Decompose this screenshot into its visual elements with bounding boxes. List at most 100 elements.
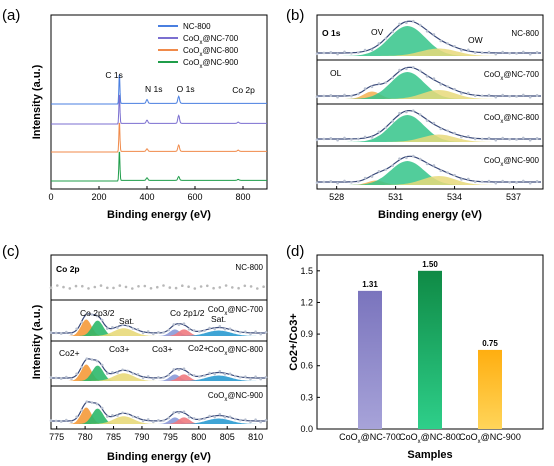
data-point (199, 285, 203, 288)
fit-component (51, 365, 267, 381)
data-point (522, 136, 525, 140)
data-point (254, 418, 257, 422)
panel-b: (b) NC-800 CoOx@NC-700 CoOx@NC-800 CoOx@NC-… (286, 7, 544, 221)
data-point (208, 414, 211, 418)
data-point (192, 329, 196, 332)
x-tick-label: 805 (220, 432, 235, 442)
data-point (121, 368, 124, 372)
data-point (487, 93, 491, 97)
data-point (528, 138, 532, 142)
data-point (460, 178, 463, 181)
panel-a-peak-labels: C 1s N 1s O 1s Co 2p (105, 70, 255, 95)
data-point (228, 327, 232, 331)
data-point (432, 121, 436, 125)
panel-d-y-ticks: 0.0 0.3 0.6 0.9 1.2 1.5 (300, 266, 320, 434)
data-point (90, 401, 94, 404)
data-point (90, 313, 94, 316)
data-point (143, 284, 147, 288)
data-point (487, 136, 491, 140)
x-tick-label: 775 (49, 432, 64, 442)
data-point (425, 75, 429, 78)
data-point (494, 181, 498, 185)
data-point (49, 331, 53, 334)
data-point (54, 419, 58, 423)
panel-c-ann-2p12: Co 2p1/2 (170, 308, 205, 318)
data-point (182, 322, 186, 326)
data-point (432, 164, 436, 167)
data-point (74, 284, 78, 288)
data-point (141, 419, 145, 423)
data-point (198, 418, 201, 421)
data-point (131, 327, 135, 330)
data-point (85, 312, 89, 316)
fit-component (51, 319, 267, 336)
panel-b-x-label: Binding energy (eV) (378, 209, 482, 221)
data-point (212, 286, 215, 290)
data-point (162, 284, 165, 287)
x-tick-label: 790 (134, 432, 149, 442)
data-point (377, 170, 381, 173)
x-tick-label: 780 (78, 432, 93, 442)
data-point (528, 52, 532, 56)
data-point (181, 284, 184, 288)
data-point (370, 175, 374, 178)
peak-label: N 1s (145, 84, 162, 94)
data-point (249, 377, 252, 381)
data-point (218, 286, 222, 289)
data-point (124, 285, 128, 289)
data-point (384, 168, 388, 171)
data-point (418, 69, 422, 73)
data-point (106, 327, 109, 330)
data-point (168, 286, 172, 289)
panel-d-bars: 1.31 CoOx@NC-700 1.50 CoOx@NC-800 0.75 CoOx@N… (339, 260, 521, 445)
data-point (405, 67, 408, 71)
panel-a-y-label: Intensity (a.u.) (31, 64, 43, 139)
data-point (157, 331, 160, 334)
bar-coox-nc-700 (358, 290, 382, 429)
data-point (68, 287, 72, 290)
data-point (528, 95, 532, 99)
panel-c: (c) NC-800 CoOx@NC-700 CoOx@NC-800 CoOx@NC-… (2, 243, 268, 463)
data-point (131, 287, 134, 290)
data-point (453, 87, 456, 91)
data-point (80, 409, 83, 412)
data-point (49, 419, 53, 422)
data-point (259, 420, 263, 424)
data-point (59, 332, 63, 335)
data-point (473, 51, 477, 54)
data-point (487, 50, 491, 54)
data-point (336, 138, 339, 142)
data-point (432, 33, 436, 36)
data-point (535, 180, 539, 183)
data-point (515, 95, 518, 98)
x-tick-label: 810 (248, 432, 263, 442)
data-point (439, 39, 443, 43)
sample-label: NC-800 (511, 29, 539, 38)
panel-b-stacks: NC-800 CoOx@NC-700 CoOx@NC-800 CoOx@NC-900 (315, 19, 543, 185)
data-point (244, 330, 247, 334)
data-point (208, 371, 211, 375)
data-point (418, 23, 422, 27)
fit-component (317, 176, 543, 185)
data-point (81, 284, 84, 288)
fit-envelope (317, 66, 541, 97)
data-point (425, 119, 429, 122)
data-point (432, 77, 436, 80)
x-tick-label: 200 (91, 192, 106, 202)
data-point (384, 37, 388, 40)
data-point (146, 330, 150, 333)
data-point (480, 180, 484, 184)
data-point (343, 93, 346, 97)
x-tick-label: 800 (235, 192, 250, 202)
data-point (405, 21, 408, 25)
fit-component (51, 375, 267, 381)
data-point (439, 127, 443, 131)
data-point (370, 48, 374, 52)
data-point (412, 154, 415, 158)
data-point (231, 286, 234, 289)
data-point (494, 138, 498, 142)
data-point (249, 332, 252, 336)
data-point (228, 372, 232, 376)
data-point (522, 179, 525, 183)
x-category-label: CoOx@NC-700 (339, 432, 401, 445)
